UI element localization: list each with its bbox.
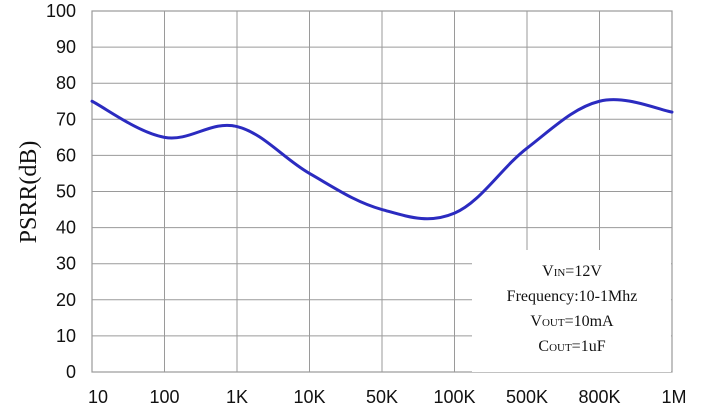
y-tick-label: 70 (56, 109, 76, 129)
annotation-main: Frequency:10-1Mhz (507, 288, 638, 305)
y-tick-label: 100 (46, 1, 76, 21)
y-tick-label: 90 (56, 37, 76, 57)
test-conditions-annotation: VIN=12VFrequency:10-1MhzVOUT=10mACOUT=1u… (472, 250, 671, 372)
x-tick-label: 10 (88, 387, 108, 406)
x-axis-ticks: 10 100 1K 10K 50K 100K 500K 800K 1M (88, 387, 687, 406)
annotation-subscript: OUT (542, 317, 565, 329)
x-tick-label: 800K (578, 387, 620, 406)
y-tick-label: 0 (66, 362, 76, 382)
x-tick-label: 500K (506, 387, 548, 406)
x-tick-label: 1K (226, 387, 248, 406)
y-axis-ticks: 0 10 20 30 40 50 60 70 80 90 100 (46, 1, 76, 382)
annotation-line: Frequency:10-1Mhz (507, 288, 638, 305)
y-tick-label: 60 (56, 145, 76, 165)
x-tick-label: 50K (366, 387, 398, 406)
annotation-subscript: OUT (549, 342, 572, 354)
annotation-value: =12V (565, 263, 602, 280)
annotation-value: =1uF (572, 338, 606, 355)
annotation-main: C (538, 338, 549, 355)
psrr-series-line (90, 98, 674, 221)
y-tick-label: 40 (56, 218, 76, 238)
y-tick-label: 80 (56, 73, 76, 93)
annotation-background (472, 250, 671, 372)
y-tick-label: 20 (56, 290, 76, 310)
y-tick-label: 10 (56, 326, 76, 346)
x-tick-label: 10K (293, 387, 325, 406)
y-tick-label: 50 (56, 182, 76, 202)
annotation-main: V (530, 313, 542, 330)
x-tick-label: 100 (149, 387, 179, 406)
annotation-main: V (542, 263, 554, 280)
annotation-value: =10mA (565, 313, 614, 330)
x-tick-label: 100K (433, 387, 475, 406)
annotation-line: VIN=12V (542, 263, 602, 280)
y-tick-label: 30 (56, 254, 76, 274)
y-axis-label: PSRR(dB) (16, 141, 42, 244)
annotation-line: VOUT=10mA (530, 313, 614, 330)
x-tick-label: 1M (661, 387, 686, 406)
annotation-line: COUT=1uF (538, 338, 605, 355)
annotation-subscript: IN (554, 267, 566, 279)
